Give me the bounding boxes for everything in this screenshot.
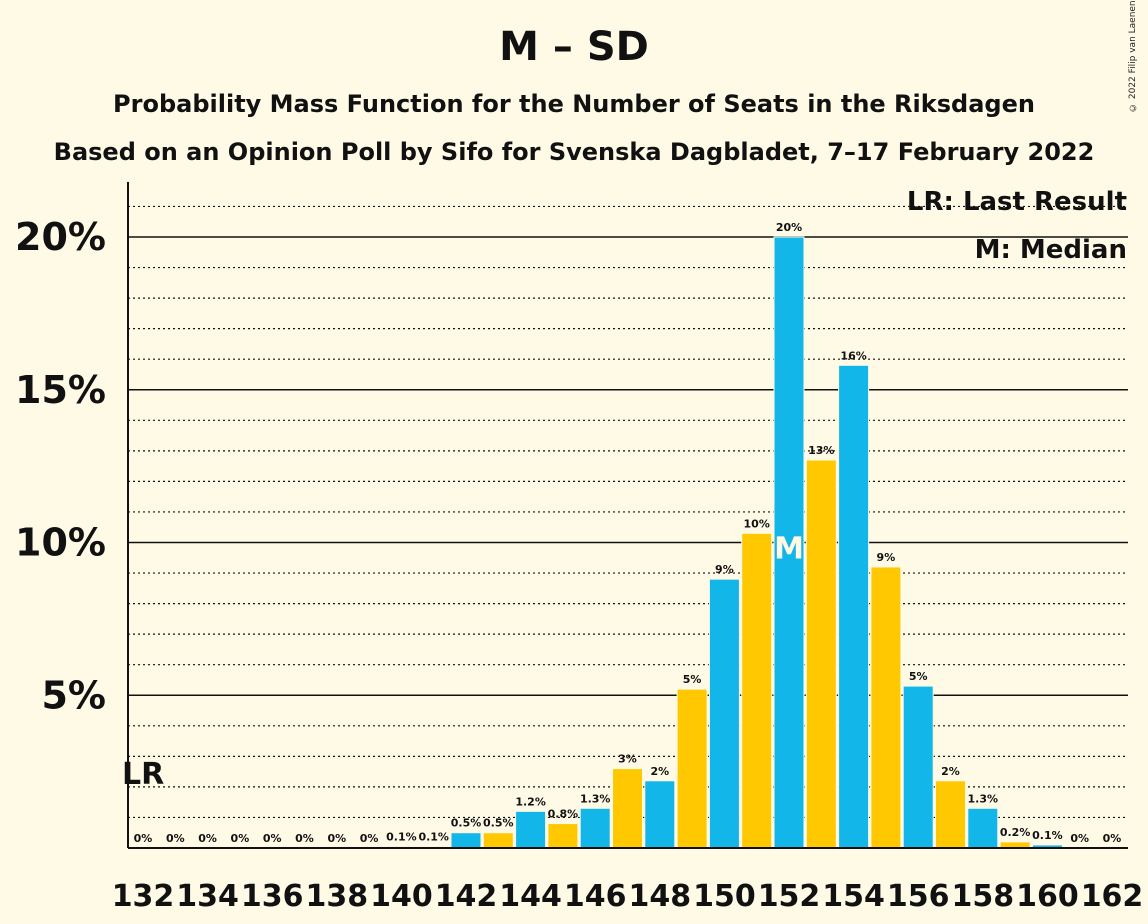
x-tick-138: 138	[305, 879, 368, 914]
grid-lines	[128, 205, 1128, 819]
x-tick-150: 150	[693, 879, 756, 914]
data-label-seat-137: 0%	[295, 832, 314, 845]
bar-seat-154	[838, 364, 870, 849]
data-label-seat-160: 0.1%	[1032, 829, 1063, 842]
data-label-seat-151: 10%	[744, 517, 770, 530]
chart-subtitle: Probability Mass Function for the Number…	[113, 90, 1035, 118]
x-tick-148: 148	[628, 879, 691, 914]
data-label-seat-135: 0%	[231, 832, 250, 845]
data-label-seat-133: 0%	[166, 832, 185, 845]
legend-last-result: LR: Last Result	[907, 187, 1127, 217]
last-result-marker: LR	[122, 757, 164, 792]
bar-seat-157	[935, 780, 966, 849]
data-label-seat-152: 20%	[776, 221, 802, 234]
data-label-seat-134: 0%	[198, 832, 217, 845]
data-label-seat-157: 2%	[941, 765, 960, 778]
x-tick-140: 140	[370, 879, 433, 914]
bar-seat-147	[612, 768, 643, 849]
y-tick-10: 10%	[15, 521, 106, 565]
x-tick-134: 134	[176, 879, 239, 914]
data-label-seat-162: 0%	[1103, 832, 1122, 845]
bar-seat-145	[547, 823, 579, 849]
data-label-seat-161: 0%	[1070, 832, 1089, 845]
bar-seat-146	[579, 807, 611, 849]
x-tick-160: 160	[1016, 879, 1079, 914]
x-tick-146: 146	[564, 879, 627, 914]
data-label-seat-147: 3%	[618, 753, 637, 766]
bar-seat-148	[644, 780, 676, 849]
x-tick-142: 142	[435, 879, 498, 914]
x-tick-136: 136	[241, 879, 304, 914]
bar-seat-144	[515, 810, 547, 849]
data-label-seat-150: 9%	[715, 563, 734, 576]
chart-subtitle-2: Based on an Opinion Poll by Sifo for Sve…	[53, 138, 1095, 166]
data-label-seat-154: 16%	[840, 349, 866, 362]
data-label-seat-136: 0%	[263, 832, 282, 845]
y-tick-20: 20%	[15, 215, 106, 259]
data-label-seat-148: 2%	[650, 765, 669, 778]
data-label-seat-132: 0%	[134, 832, 153, 845]
bar-seat-158	[967, 807, 999, 849]
x-tick-144: 144	[499, 879, 562, 914]
bar-seat-153	[805, 459, 837, 849]
data-label-seat-143: 0.5%	[483, 817, 514, 830]
data-label-seat-158: 1.3%	[968, 792, 999, 805]
bar-seat-151	[741, 532, 773, 849]
bar-seat-149	[676, 688, 708, 849]
data-labels: 0% 0% 0% 0% 0% 0% 0% 0% 0.1% 0.1%0.5% 0.5%1.2%0.8%…	[134, 221, 1122, 845]
data-label-seat-140: 0.1%	[386, 830, 417, 843]
y-tick-5: 5%	[41, 673, 106, 717]
data-label-seat-138: 0%	[327, 832, 346, 845]
x-tick-156: 156	[887, 879, 950, 914]
x-tick-132: 132	[112, 879, 175, 914]
data-label-seat-144: 1.2%	[515, 795, 546, 808]
data-label-seat-141: 0.1%	[418, 830, 449, 843]
bar-seat-156	[902, 685, 934, 849]
x-tick-152: 152	[758, 879, 821, 914]
data-label-seat-155: 9%	[877, 551, 896, 564]
y-axis-ticks: 5% 10% 15% 20%	[15, 215, 106, 717]
data-label-seat-156: 5%	[909, 670, 928, 683]
bar-seat-142	[450, 832, 482, 849]
bars	[385, 236, 1063, 849]
data-label-seat-146: 1.3%	[580, 792, 611, 805]
data-label-seat-145: 0.8%	[548, 808, 579, 821]
y-tick-15: 15%	[15, 368, 106, 412]
x-tick-154: 154	[822, 879, 885, 914]
data-label-seat-142: 0.5%	[451, 817, 482, 830]
chart-title: M – SD	[499, 24, 649, 70]
x-axis-ticks: 132 134 136 138 140 142 144 146 148 150 152 154 156 1…	[112, 879, 1144, 914]
bar-seat-143	[482, 832, 514, 849]
x-tick-162: 162	[1081, 879, 1144, 914]
legend-median: M: Median	[975, 235, 1127, 265]
data-label-seat-139: 0%	[360, 832, 379, 845]
x-tick-158: 158	[951, 879, 1014, 914]
data-label-seat-149: 5%	[683, 673, 702, 686]
median-marker: M	[774, 532, 804, 567]
bar-seat-150	[708, 578, 740, 849]
data-label-seat-153: 13%	[808, 444, 834, 457]
bar-seat-155	[870, 566, 902, 849]
data-label-seat-159: 0.2%	[1000, 826, 1031, 839]
